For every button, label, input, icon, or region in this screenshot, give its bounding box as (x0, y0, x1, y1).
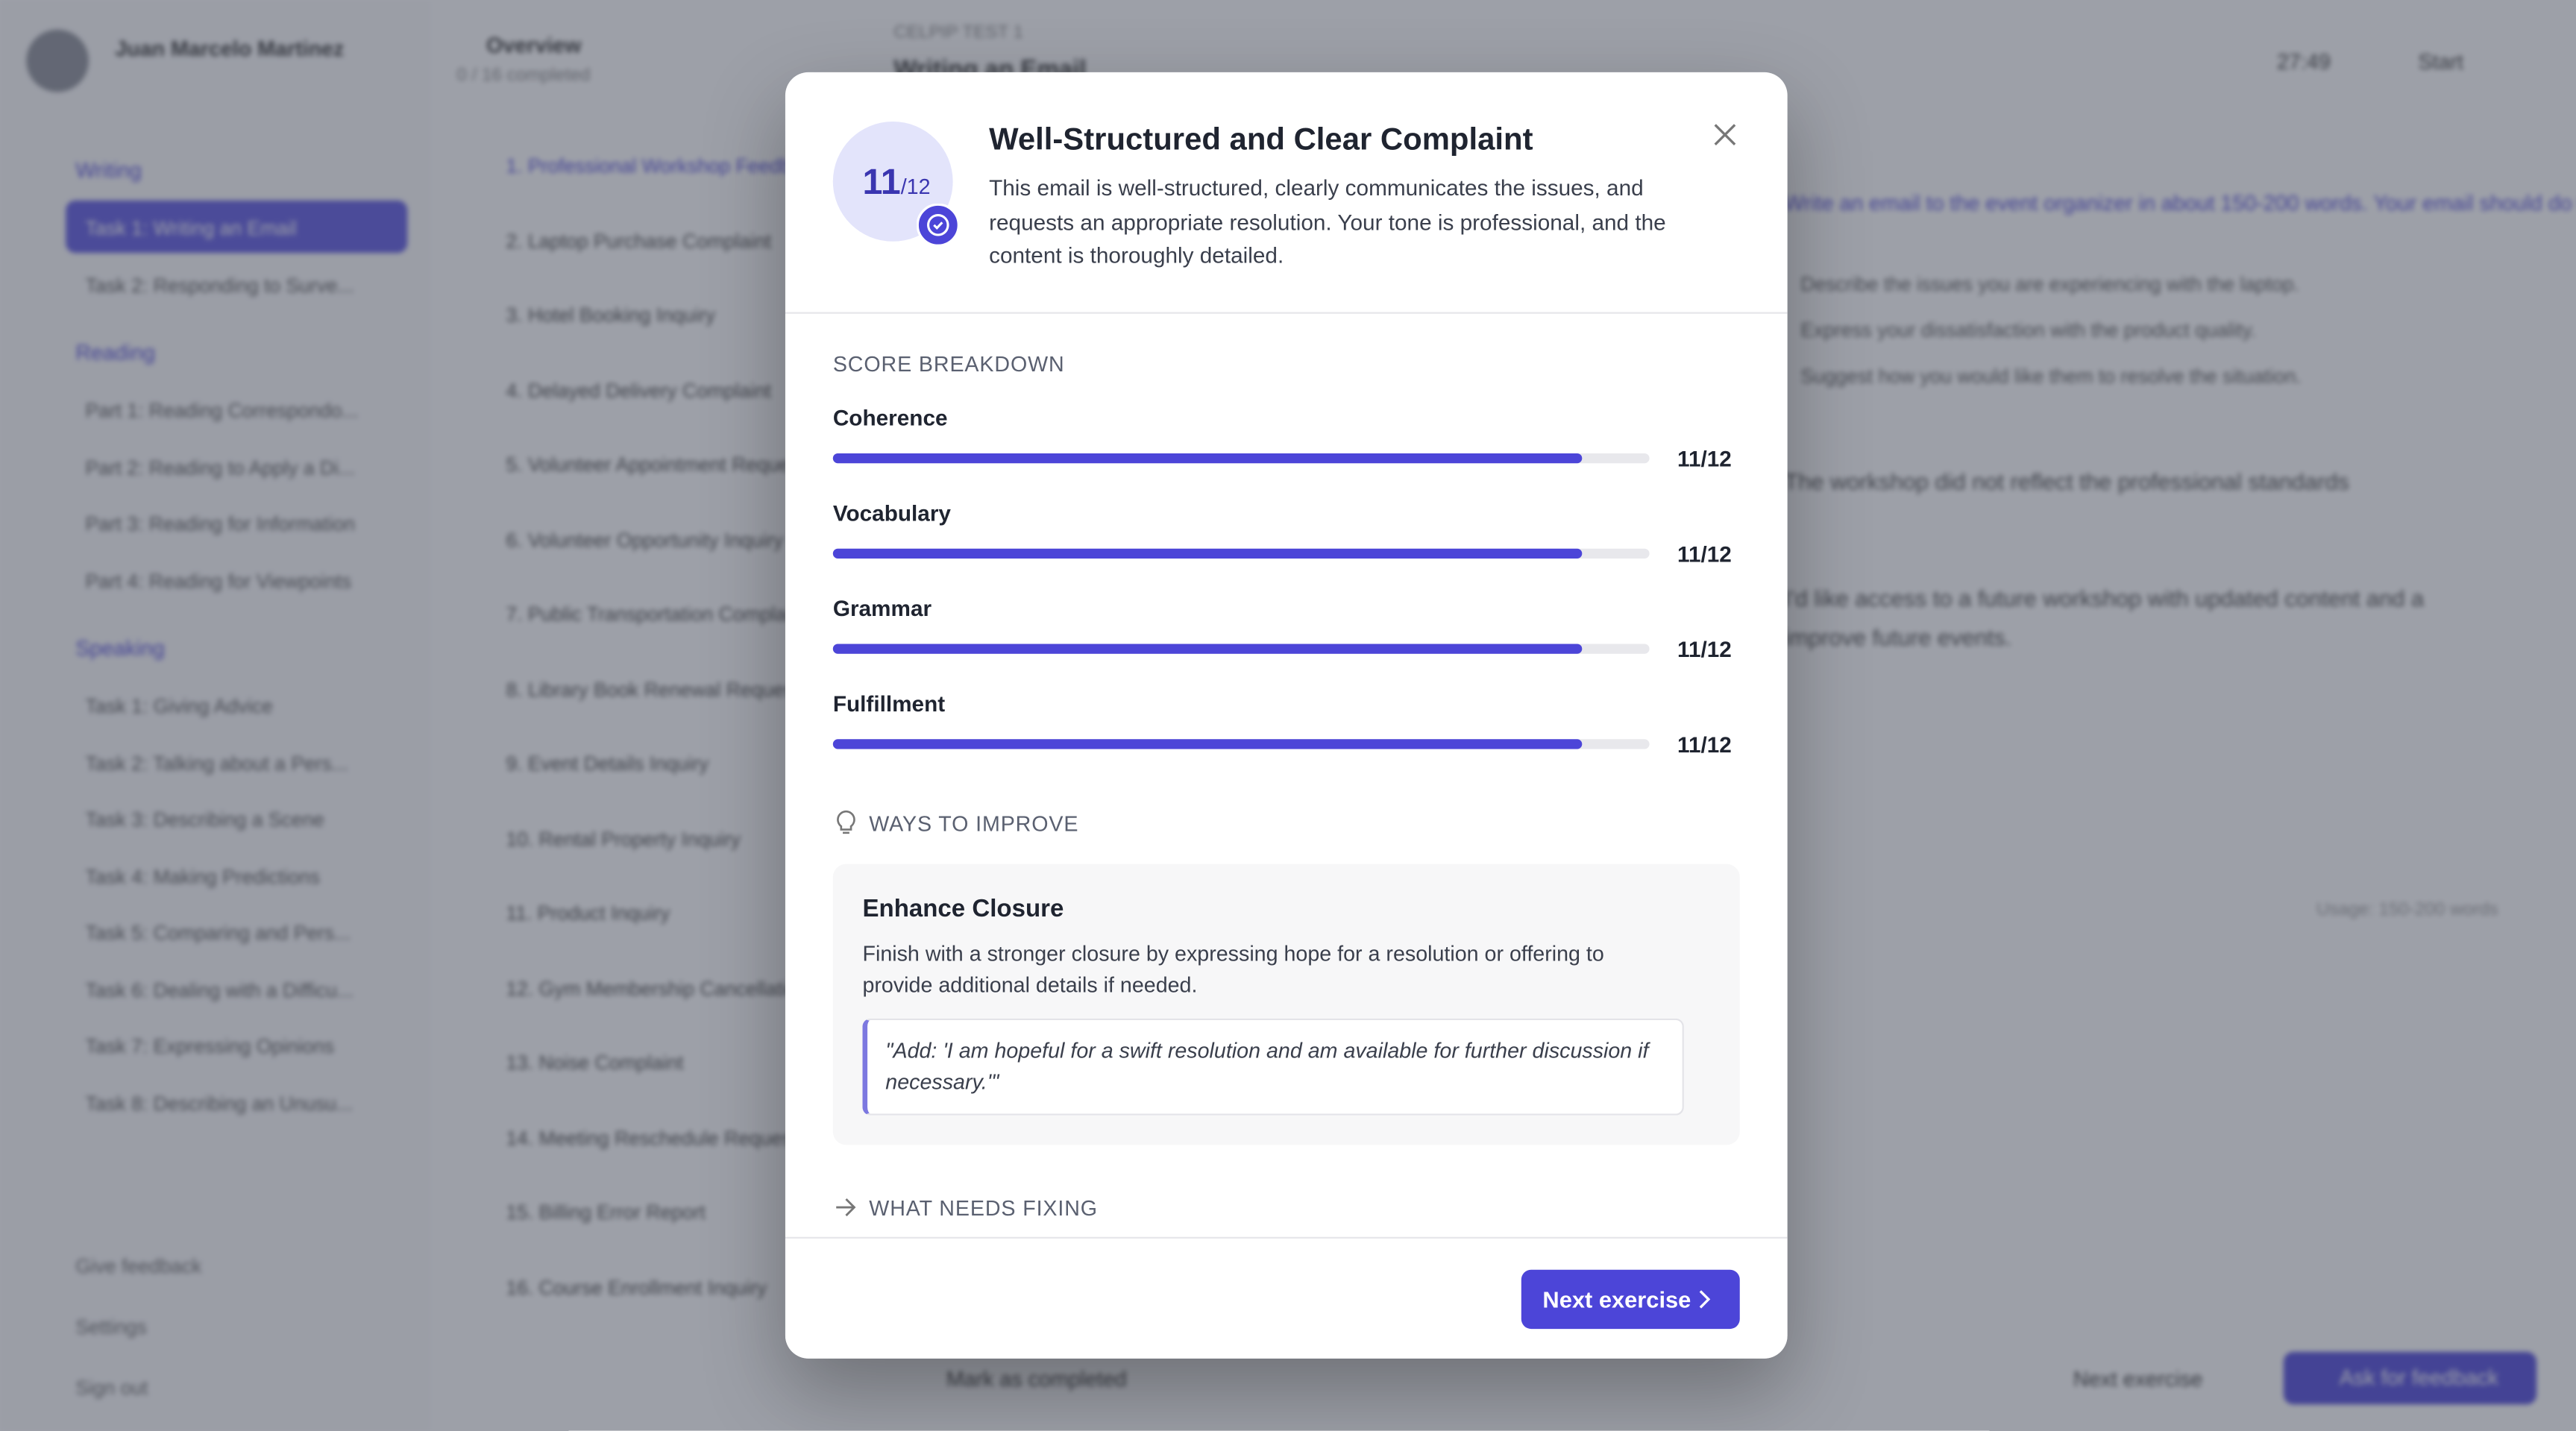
score: 11/12 (862, 161, 930, 204)
bar-track (832, 739, 1650, 749)
bar (832, 739, 1582, 749)
section-title: WHAT NEEDS FIXING (869, 1195, 1098, 1221)
improve-card: Enhance Closure Finish with a stronger c… (832, 864, 1740, 1145)
bar-track (832, 644, 1650, 654)
bar-track (832, 548, 1650, 559)
divider (785, 312, 1788, 314)
criterion-score: 11/12 (1677, 732, 1732, 758)
criterion-name: Grammar (832, 596, 932, 621)
next-button[interactable]: Next exercise (1521, 1269, 1740, 1330)
chevron (1699, 1290, 1711, 1309)
close-button[interactable] (1714, 123, 1737, 146)
bar-track (832, 453, 1650, 464)
bar (832, 453, 1582, 464)
bulb-icon (837, 810, 855, 834)
section-title: WAYS TO IMPROVE (869, 811, 1079, 837)
criterion-name: Fulfillment (832, 691, 946, 717)
feedback-modal: 11/12 Well-Structured and Clear Complain… (785, 72, 1788, 1359)
card-title: Enhance Closure (862, 895, 1064, 923)
card-line: provide additional details if needed. (862, 971, 1198, 996)
arrow-icon (836, 1198, 856, 1217)
modal-footer: Next exercise (785, 1236, 1788, 1359)
check-badge (917, 204, 960, 247)
criterion-name: Coherence (832, 406, 948, 431)
section-title: SCORE BREAKDOWN (832, 351, 1065, 377)
criterion-name: Vocabulary (832, 500, 951, 526)
bar (832, 548, 1582, 559)
criterion-score: 11/12 (1677, 447, 1732, 472)
summary-line: This email is well-structured, clearly c… (989, 175, 1644, 201)
quote-line: "Add: 'I am hopeful for a swift resoluti… (885, 1038, 1649, 1063)
quote: "Add: 'I am hopeful for a swift resoluti… (862, 1018, 1684, 1116)
modal-title: Well-Structured and Clear Complaint (989, 123, 1533, 158)
summary-line: requests an appropriate resolution. Your… (989, 210, 1666, 235)
bar (832, 644, 1582, 654)
summary-line: content is thoroughly detailed. (989, 243, 1284, 268)
quote-line: necessary.'" (885, 1068, 999, 1093)
button-label: Next exercise (1542, 1286, 1691, 1313)
score-max: /12 (900, 174, 931, 199)
criterion-score: 11/12 (1677, 541, 1732, 567)
score-value: 11 (862, 160, 901, 202)
criterion-score: 11/12 (1677, 637, 1732, 662)
card-line: Finish with a stronger closure by expres… (862, 941, 1604, 966)
